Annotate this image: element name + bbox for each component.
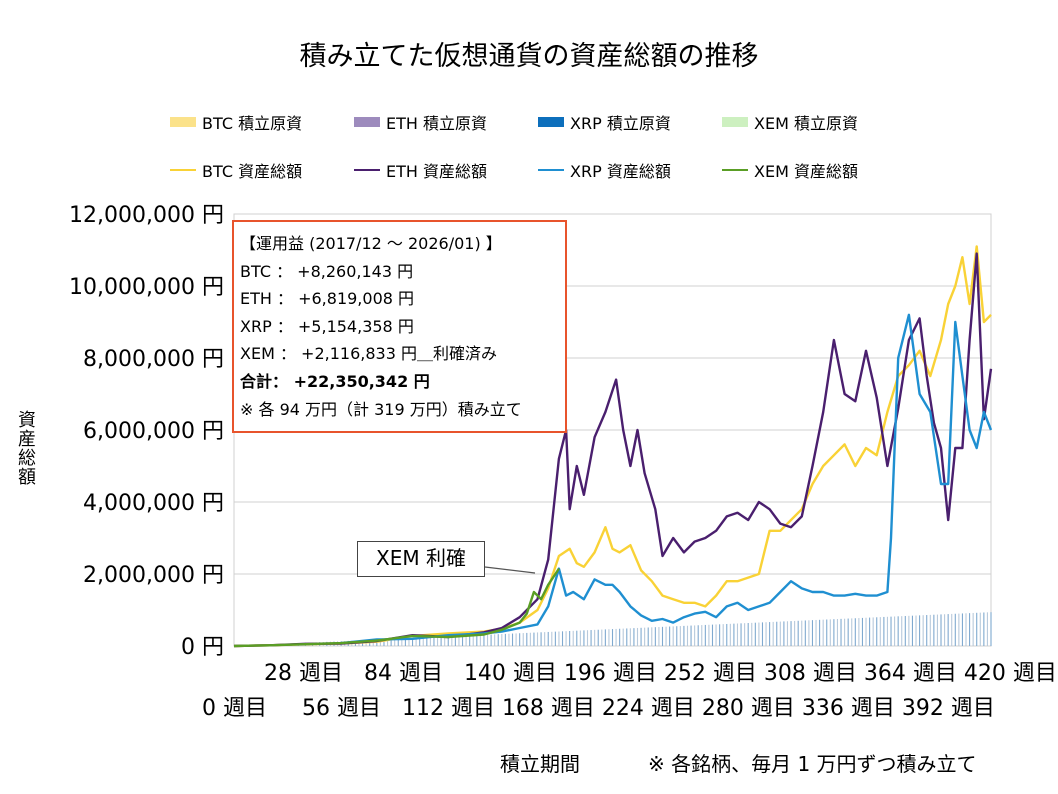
principal-bars [237, 612, 992, 646]
x-axis-label: 積立期間 [500, 752, 580, 776]
info-note: ※ 各 94 万円（計 319 万円）積み立て [240, 399, 522, 419]
legend-label: XEM 資産総額 [754, 162, 858, 181]
series-line-btc [233, 245, 992, 648]
x-tick-label-top: 308 週目 [764, 661, 857, 686]
y-tick-label: 10,000,000 円 [69, 275, 224, 300]
info-total: 合計： +22,350,342 円 [240, 371, 430, 391]
x-tick-label-bottom: 392 週目 [902, 696, 995, 721]
legend-swatch [354, 117, 380, 127]
x-tick-label-bottom: 336 週目 [802, 696, 895, 721]
legend-btc-total[interactable]: BTC 資産総額 [170, 158, 302, 182]
y-tick-label: 0 円 [181, 635, 224, 660]
series-line-xem [233, 567, 560, 648]
x-tick-label-top: 364 週目 [864, 661, 957, 686]
legend-label: BTC 資産総額 [202, 162, 303, 181]
x-tick-label-bottom: 0 週目 [202, 696, 267, 721]
legend-eth-total[interactable]: ETH 資産総額 [354, 158, 487, 182]
x-tick-label-bottom: 280 週目 [702, 696, 795, 721]
x-tick-label-top: 252 週目 [664, 661, 757, 686]
profit-info-box: 【運用益 (2017/12 ～ 2026/01) 】 BTC ： +8,260,… [232, 220, 567, 433]
legend-line [722, 169, 748, 171]
info-btc: BTC ： +8,260,143 円 [240, 261, 414, 281]
legend-eth-principal[interactable]: ETH 積立原資 [354, 110, 487, 134]
tick-labels: 0 円 2,000,000 円 4,000,000 円 6,000,000 円 8,00… [69, 203, 1057, 721]
legend-label: XEM 積立原資 [754, 114, 858, 133]
legend-xrp-principal[interactable]: XRP 積立原資 [538, 110, 671, 134]
x-tick-label-bottom: 168 週目 [502, 696, 595, 721]
legend-label: XRP 資産総額 [570, 162, 671, 181]
footnote: ※ 各銘柄、毎月 1 万円ずつ積み立て [648, 752, 977, 776]
legend-xrp-total[interactable]: XRP 資産総額 [538, 158, 671, 182]
legend-swatch [722, 117, 748, 127]
legend-swatch [538, 117, 564, 127]
y-axis-label: 資産総額 [15, 410, 36, 486]
x-tick-label-bottom: 56 週目 [302, 696, 381, 721]
y-tick-label: 8,000,000 円 [83, 347, 224, 372]
callout-pointer [484, 566, 536, 574]
x-tick-label-bottom: 224 週目 [602, 696, 695, 721]
y-tick-label: 2,000,000 円 [83, 563, 224, 588]
x-tick-label-top: 84 週目 [364, 661, 443, 686]
legend-label: ETH 積立原資 [386, 114, 488, 133]
xem-callout: XEM 利確 [357, 541, 485, 577]
y-tick-label: 4,000,000 円 [83, 491, 224, 516]
legend-line [354, 169, 380, 171]
y-tick-label: 6,000,000 円 [83, 419, 224, 444]
legend-line [538, 169, 564, 171]
legend-label: ETH 資産総額 [386, 162, 488, 181]
x-tick-label-top: 140 週目 [464, 661, 557, 686]
x-tick-label-top: 420 週目 [964, 661, 1057, 686]
legend-label: BTC 積立原資 [202, 114, 303, 133]
info-xem: XEM ： +2,116,833 円＿利確済み [240, 344, 497, 364]
series-line-eth [233, 252, 993, 648]
chart-title: 積み立てた仮想通貨の資産総額の推移 [299, 41, 759, 72]
x-tick-label-top: 28 週目 [264, 661, 343, 686]
series-lines [233, 245, 993, 648]
legend-label: XRP 積立原資 [570, 114, 671, 133]
info-xrp: XRP ： +5,154,358 円 [240, 316, 414, 336]
legend-xem-total[interactable]: XEM 資産総額 [722, 158, 858, 182]
info-eth: ETH ： +6,819,008 円 [240, 289, 415, 309]
x-tick-label-top: 196 週目 [564, 661, 657, 686]
legend-xem-principal[interactable]: XEM 積立原資 [722, 110, 858, 134]
info-header: 【運用益 (2017/12 ～ 2026/01) 】 [240, 234, 502, 253]
legend-line [170, 169, 196, 171]
x-tick-label-bottom: 112 週目 [402, 696, 495, 721]
legend-swatch [170, 117, 196, 127]
legend-btc-principal[interactable]: BTC 積立原資 [170, 110, 302, 134]
y-tick-label: 12,000,000 円 [69, 203, 224, 228]
